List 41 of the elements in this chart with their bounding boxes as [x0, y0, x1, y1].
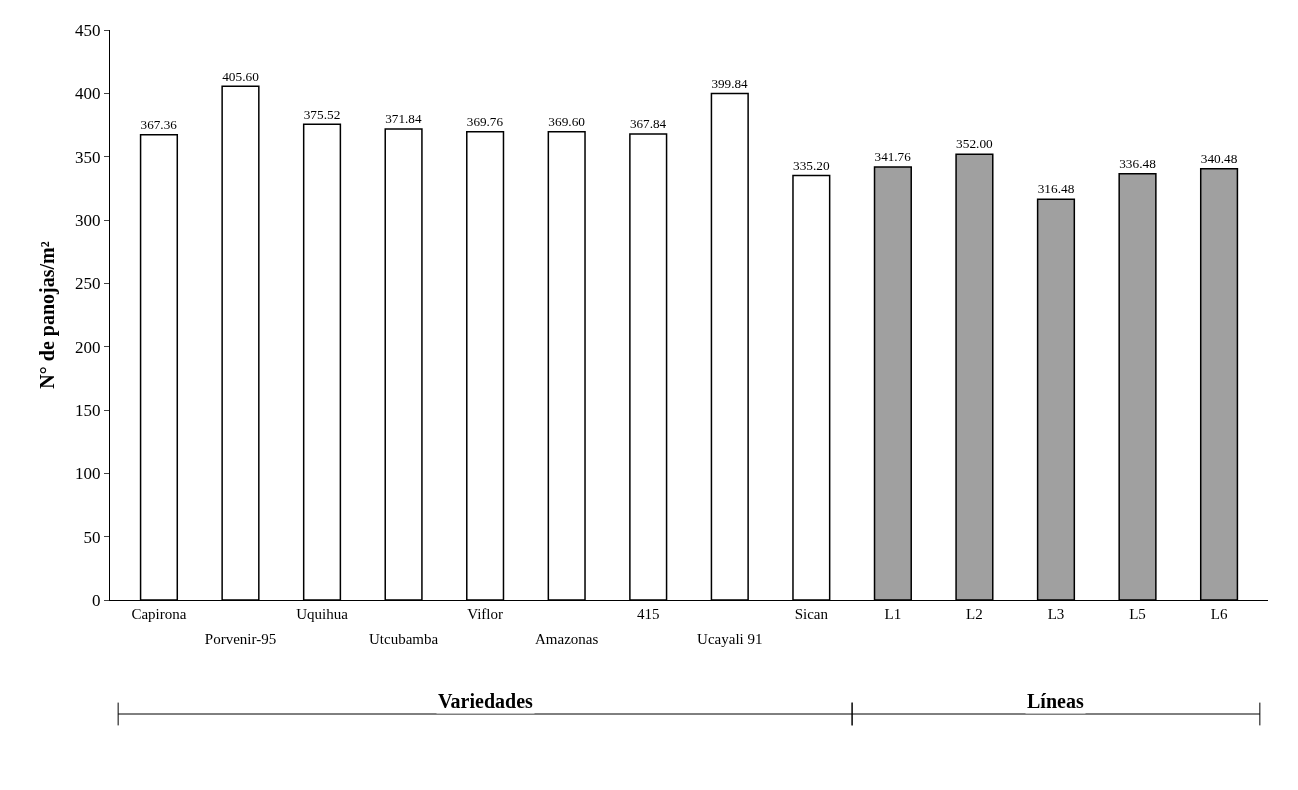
data-label: 336.48	[1119, 156, 1157, 172]
y-tick-label: 0	[92, 590, 101, 610]
x-tick-label: L1	[884, 606, 902, 622]
x-tick-label: 415	[636, 606, 660, 622]
data-label: 375.52	[303, 106, 341, 122]
data-label: 405.60	[222, 68, 260, 84]
x-tick-label: Viflor	[467, 606, 504, 622]
data-label: 371.84	[385, 111, 422, 127]
y-tick-label: 450	[75, 20, 101, 40]
data-label: 367.36	[140, 117, 178, 133]
y-tick-label: 300	[75, 210, 101, 230]
x-tick-label: L6	[1210, 606, 1228, 622]
data-label: 335.20	[793, 157, 830, 173]
y-axis-title: N° de panojas/m²	[35, 241, 59, 389]
data-label: 352.00	[956, 136, 994, 152]
y-tick-label: 150	[75, 400, 101, 420]
x-tick-label: Ucayali 91	[697, 631, 763, 647]
x-tick-label: Capirona	[131, 606, 187, 622]
x-tick-label: Porvenir-95	[204, 631, 277, 647]
y-tick-label: 400	[75, 84, 101, 104]
data-label: 340.48	[1200, 151, 1238, 167]
x-tick-label: L3	[1047, 606, 1065, 622]
x-tick-label: L5	[1129, 606, 1146, 622]
x-tick-label: Amazonas	[535, 631, 599, 647]
x-tick-label: Uquihua	[296, 606, 349, 622]
x-tick-label: Sican	[794, 606, 829, 622]
data-label: 369.76	[466, 114, 504, 129]
y-tick-label: 200	[75, 337, 101, 357]
x-tick-label: Utcubamba	[369, 631, 439, 647]
data-label: 341.76	[874, 149, 912, 165]
y-tick-label: 350	[75, 147, 101, 167]
x-tick-label: L2	[966, 606, 983, 622]
y-tick-label: 100	[75, 464, 101, 484]
y-tick-label: 250	[75, 274, 101, 294]
data-label: 369.60	[548, 114, 586, 130]
data-label: 367.84	[629, 116, 667, 132]
text: Variedades	[438, 690, 534, 712]
data-label: 316.48	[1037, 181, 1075, 197]
data-label: 399.84	[711, 75, 749, 91]
text: Líneas	[1027, 690, 1084, 712]
y-tick-label: 50	[83, 527, 101, 547]
